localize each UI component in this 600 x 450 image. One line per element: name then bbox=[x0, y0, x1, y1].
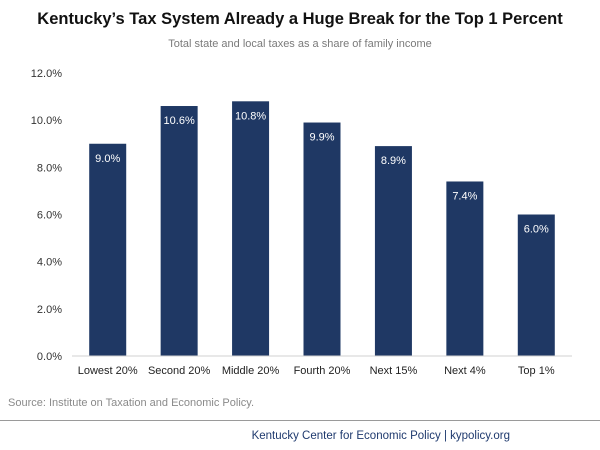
y-tick-label: 10.0% bbox=[31, 115, 62, 127]
footer-credit: Kentucky Center for Economic Policy | ky… bbox=[251, 430, 510, 442]
y-axis: 0.0% 2.0% 4.0% 6.0% 8.0% 10.0% 12.0% bbox=[31, 68, 62, 363]
x-tick-label: Middle 20% bbox=[222, 365, 280, 377]
bar bbox=[303, 122, 341, 357]
bar bbox=[517, 214, 555, 356]
bar bbox=[446, 181, 484, 356]
x-tick-label: Top 1% bbox=[518, 365, 555, 377]
x-tick-label: Next 4% bbox=[444, 365, 486, 377]
data-label: 9.0% bbox=[95, 153, 120, 165]
chart-subtitle: Total state and local taxes as a share o… bbox=[168, 38, 432, 50]
bar bbox=[374, 146, 412, 356]
chart-title: Kentucky’s Tax System Already a Huge Bre… bbox=[37, 10, 563, 28]
y-tick-label: 12.0% bbox=[31, 68, 62, 80]
data-label: 7.4% bbox=[452, 190, 477, 202]
source-note: Source: Institute on Taxation and Econom… bbox=[8, 397, 255, 409]
bar bbox=[89, 143, 127, 356]
y-tick-label: 6.0% bbox=[37, 210, 62, 222]
data-label: 6.0% bbox=[524, 224, 549, 236]
x-tick-label: Next 15% bbox=[370, 365, 418, 377]
data-label: 8.9% bbox=[381, 155, 406, 167]
bar-chart: 0.0% 2.0% 4.0% 6.0% 8.0% 10.0% 12.0% 9.0% 10.6%… bbox=[31, 68, 572, 377]
y-tick-label: 0.0% bbox=[37, 351, 62, 363]
bar bbox=[160, 106, 198, 357]
x-tick-label: Lowest 20% bbox=[78, 365, 138, 377]
bars-group: 9.0% 10.6% 10.8% 9.9% 8.9% 7.4% 6.0% bbox=[89, 101, 555, 357]
y-tick-label: 4.0% bbox=[37, 257, 62, 269]
x-tick-label: Second 20% bbox=[148, 365, 211, 377]
y-tick-label: 8.0% bbox=[37, 162, 62, 174]
x-axis: Lowest 20% Second 20% Middle 20% Fourth 20%… bbox=[72, 355, 572, 377]
x-tick-label: Fourth 20% bbox=[294, 365, 351, 377]
data-label: 9.9% bbox=[309, 132, 334, 144]
data-label: 10.8% bbox=[235, 110, 266, 122]
bar bbox=[232, 101, 270, 356]
footer-divider bbox=[0, 420, 600, 421]
data-label: 10.6% bbox=[164, 115, 195, 127]
y-tick-label: 2.0% bbox=[37, 304, 62, 316]
